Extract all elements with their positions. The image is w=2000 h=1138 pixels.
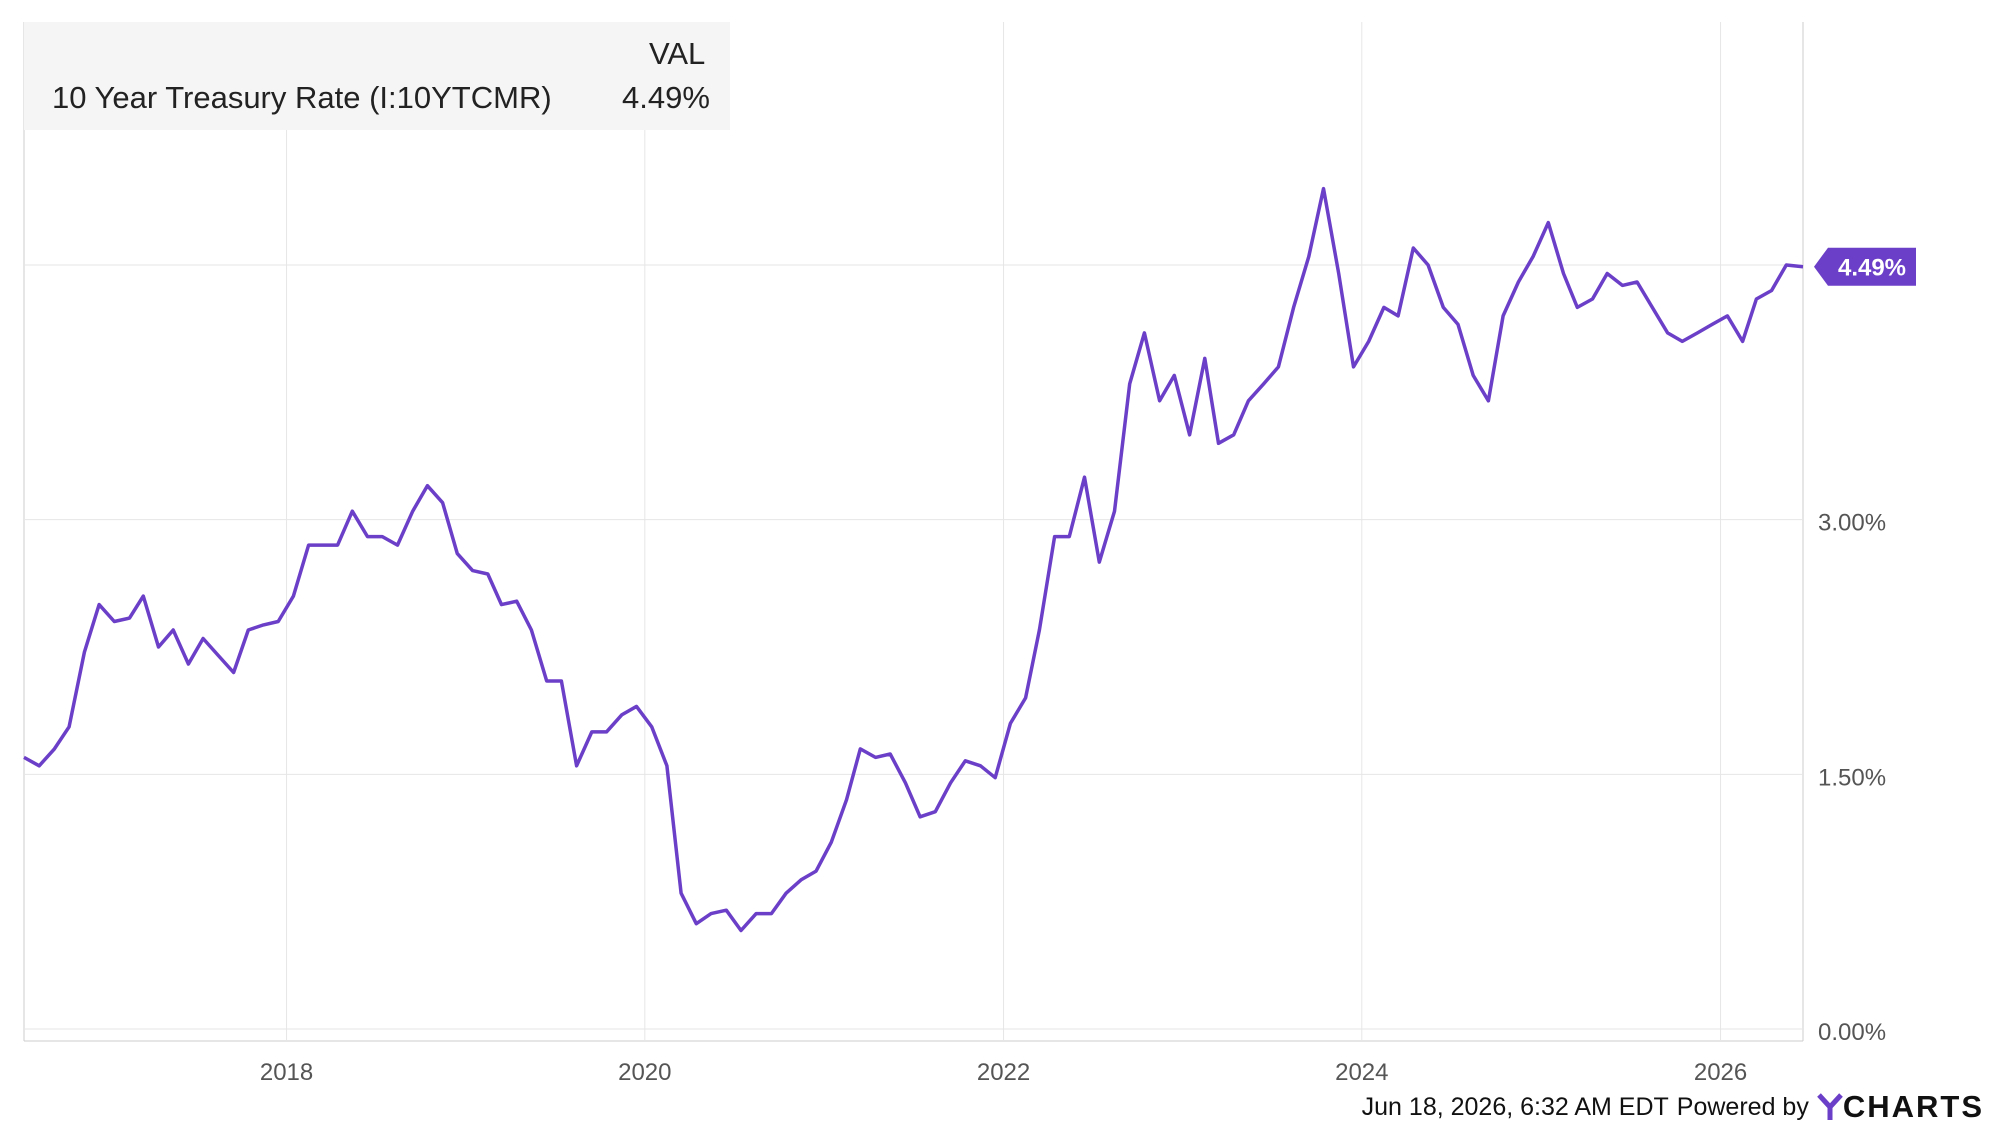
series-layer [23, 186, 1804, 933]
last-value-tag [1814, 247, 1916, 286]
legend-series-value: 4.49% [622, 80, 710, 115]
x-tick-label: 2018 [260, 1059, 313, 1086]
x-tick-label: 2022 [977, 1059, 1030, 1086]
ycharts-logo-text: CHARTS [1842, 1089, 1984, 1124]
last-value-label: 4.49% [1838, 255, 1906, 282]
y-tick-label: 3.00% [1818, 510, 1886, 537]
y-tick-label: 0.00% [1818, 1019, 1886, 1046]
ycharts-y-icon [1816, 1093, 1843, 1120]
x-tick-label: 2024 [1335, 1059, 1388, 1086]
last-value-label-group: 4.49% [1814, 247, 1916, 286]
legend-box: VAL 10 Year Treasury Rate (I:10YTCMR) 4.… [24, 22, 730, 130]
x-tick-label: 2020 [618, 1059, 671, 1086]
legend-series-label: 10 Year Treasury Rate (I:10YTCMR) [52, 80, 552, 115]
y-tick-label: 1.50% [1818, 764, 1886, 791]
footer: Jun 18, 2026, 6:32 AM EDT Powered by CHA… [1362, 1089, 1984, 1125]
grid-layer [23, 22, 1804, 1042]
footer-powered-by: Powered by [1676, 1092, 1809, 1121]
x-tick-label: 2026 [1694, 1059, 1747, 1086]
ycharts-logo-icon[interactable]: CHARTS [1816, 1089, 1984, 1125]
series-line [23, 186, 1804, 933]
footer-timestamp: Jun 18, 2026, 6:32 AM EDT [1361, 1092, 1669, 1121]
legend-header: VAL [649, 36, 706, 71]
